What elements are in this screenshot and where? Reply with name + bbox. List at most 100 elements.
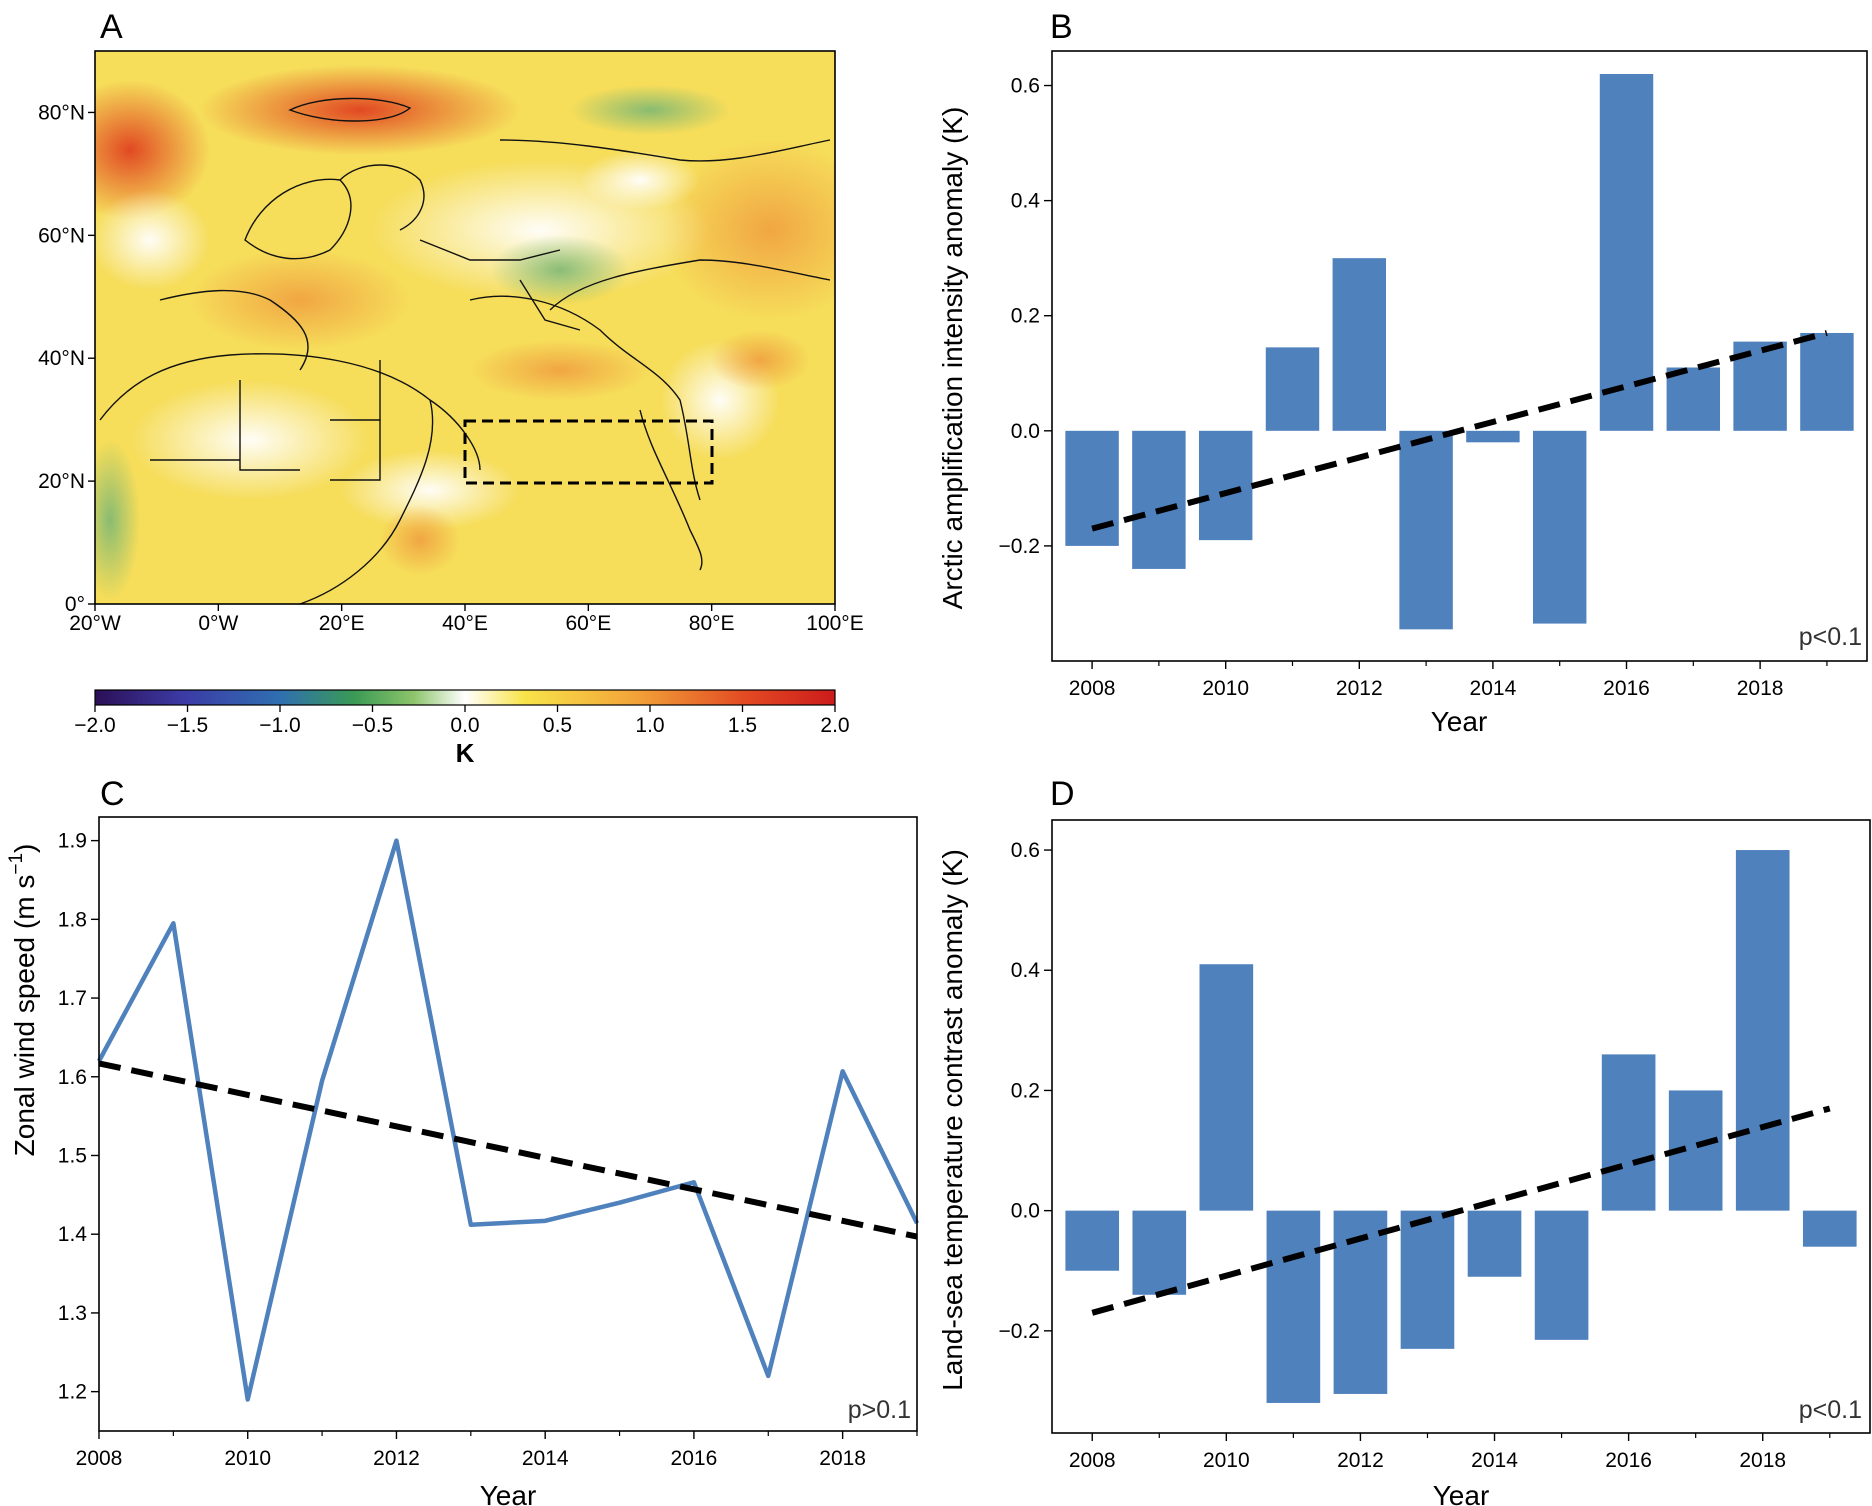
y-tick-label: 0.6 <box>1011 75 1040 98</box>
y-tick-label: 1.6 <box>58 1066 87 1089</box>
bar-2019 <box>1800 332 1854 431</box>
bar-2009 <box>1132 1210 1187 1295</box>
panel-c-ylabel-main: Zonal wind speed (m s <box>9 875 40 1157</box>
bar-2015 <box>1534 1210 1589 1340</box>
map-lat-tick-label: 40°N <box>38 347 85 370</box>
x-tick-label: 2012 <box>1337 1449 1384 1472</box>
x-tick-label: 2018 <box>819 1447 866 1470</box>
panel-b: B Arctic amplification intensity anomaly… <box>937 8 1868 737</box>
colorbar-tick-label: −0.5 <box>352 714 393 737</box>
x-tick-label: 2014 <box>522 1447 569 1470</box>
panel-c-xlabel: Year <box>480 1480 537 1506</box>
y-tick-label: 1.3 <box>58 1302 87 1325</box>
x-tick-label: 2014 <box>1470 677 1517 700</box>
panel-a: A <box>38 8 864 768</box>
y-tick-label: 1.7 <box>58 987 87 1010</box>
y-tick-label: −0.2 <box>999 1320 1040 1343</box>
panel-b-pvalue: p<0.1 <box>1799 623 1862 651</box>
bar-2015 <box>1532 430 1587 624</box>
panel-d-pvalue: p<0.1 <box>1799 1396 1862 1424</box>
x-tick-label: 2008 <box>1069 1449 1116 1472</box>
x-tick-label: 2018 <box>1739 1449 1786 1472</box>
temperature-anomaly-map <box>95 51 835 604</box>
bar-2014 <box>1467 1210 1522 1277</box>
panel-d-xlabel: Year <box>1433 1480 1490 1506</box>
y-tick-label: 1.8 <box>58 908 87 931</box>
colorbar-tick-label: −2.0 <box>74 714 115 737</box>
panel-b-ylabel: Arctic amplification intensity anomaly (… <box>937 107 968 610</box>
panel-d-plot: 2008 2010 2012 2014 2016 2018 0.6 0.4 0.2 0.0 −0.2 <box>999 839 1857 1472</box>
colorbar <box>94 689 836 706</box>
bar-2013 <box>1400 1210 1455 1349</box>
map-lon-tick-label: 20°E <box>319 612 365 635</box>
y-tick-label: 0.2 <box>1011 305 1040 328</box>
trend-line <box>1091 330 1828 532</box>
y-tick-label: 1.5 <box>58 1144 87 1167</box>
map-lon-tick-label: 0°W <box>198 612 238 635</box>
coastlines <box>99 97 831 604</box>
bar-2011 <box>1265 347 1320 431</box>
map-lon-tick-label: 20°W <box>69 612 121 635</box>
bar-2016 <box>1599 74 1654 431</box>
map-lon-tick-label: 40°E <box>442 612 488 635</box>
panel-d-frame <box>1051 819 1871 1434</box>
colorbar-tick-label: 2.0 <box>820 714 849 737</box>
map-lat-tick-label: 20°N <box>38 470 85 493</box>
panel-c-ylabel: Zonal wind speed (m s−1) <box>6 844 40 1157</box>
colorbar-tick-label: −1.0 <box>259 714 300 737</box>
panel-c-pvalue: p>0.1 <box>848 1396 911 1424</box>
x-tick-label: 2010 <box>1203 1449 1250 1472</box>
y-tick-label: 1.9 <box>58 830 87 853</box>
panel-c-ylabel-end: ) <box>9 844 40 853</box>
map-lat-ticks: 80°N 60°N 40°N 20°N 0° <box>38 101 95 616</box>
bar-2014 <box>1466 430 1520 443</box>
panel-label-a: A <box>100 8 123 46</box>
bar-2010 <box>1198 430 1253 541</box>
x-tick-label: 2008 <box>1069 677 1116 700</box>
panel-d: D Land-sea temperature contrast anomaly … <box>937 775 1871 1506</box>
colorbar-tick-label: −1.5 <box>167 714 208 737</box>
bar-2013 <box>1399 430 1453 630</box>
panel-d-ylabel: Land-sea temperature contrast anomaly (K… <box>937 849 968 1391</box>
map-lon-tick-label: 60°E <box>565 612 611 635</box>
x-tick-label: 2012 <box>1336 677 1383 700</box>
map-lon-tick-label: 100°E <box>806 612 863 635</box>
bar-2016 <box>1601 1054 1656 1211</box>
y-tick-label: 1.4 <box>58 1223 88 1246</box>
colorbar-tick-label: 1.0 <box>635 714 664 737</box>
y-tick-label: 0.0 <box>1011 420 1040 443</box>
bar-2011 <box>1266 1210 1321 1403</box>
bar-2019 <box>1802 1210 1857 1247</box>
panel-c-ylabel-sup: −1 <box>6 853 27 875</box>
bar-2012 <box>1332 258 1387 431</box>
trend-line <box>98 1060 918 1240</box>
panel-c-plot: 2008 2010 2012 2014 2016 2018 1.9 1.8 1.7 1.6 1.5 1… <box>58 830 920 1470</box>
panel-c-frame <box>98 816 918 1432</box>
x-tick-label: 2008 <box>76 1447 123 1470</box>
colorbar-ticks: −2.0 −1.5 −1.0 −0.5 0.0 0.5 1.0 1.5 2.0 <box>74 705 850 737</box>
panel-b-plot: 2008 2010 2012 2014 2016 2018 0.6 0.4 0.2 0.0 −0.2 <box>999 74 1854 700</box>
y-tick-label: 1.2 <box>58 1381 87 1404</box>
colorbar-tick-label: 1.5 <box>728 714 757 737</box>
x-tick-label: 2018 <box>1737 677 1784 700</box>
x-tick-label: 2016 <box>671 1447 718 1470</box>
y-tick-label: 0.4 <box>1011 959 1041 982</box>
bar-2008 <box>1065 1210 1120 1271</box>
colorbar-tick-label: 0.5 <box>543 714 572 737</box>
map-lat-tick-label: 60°N <box>38 224 85 247</box>
series-line <box>97 838 920 1402</box>
y-tick-label: 0.0 <box>1011 1200 1040 1223</box>
study-region-box <box>463 419 714 485</box>
y-tick-label: 0.6 <box>1011 839 1040 862</box>
y-tick-label: 0.4 <box>1011 190 1041 213</box>
x-tick-label: 2010 <box>1202 677 1249 700</box>
panel-label-c: C <box>100 775 125 813</box>
map-lat-tick-label: 80°N <box>38 101 85 124</box>
y-tick-label: 0.2 <box>1011 1079 1040 1102</box>
map-lon-tick-label: 80°E <box>689 612 735 635</box>
bar-2009 <box>1132 430 1186 569</box>
map-lon-ticks: 20°W 0°W 20°E 40°E 60°E 80°E 100°E <box>69 604 864 635</box>
trend-line <box>1091 1105 1831 1316</box>
colorbar-tick-label: 0.0 <box>450 714 479 737</box>
